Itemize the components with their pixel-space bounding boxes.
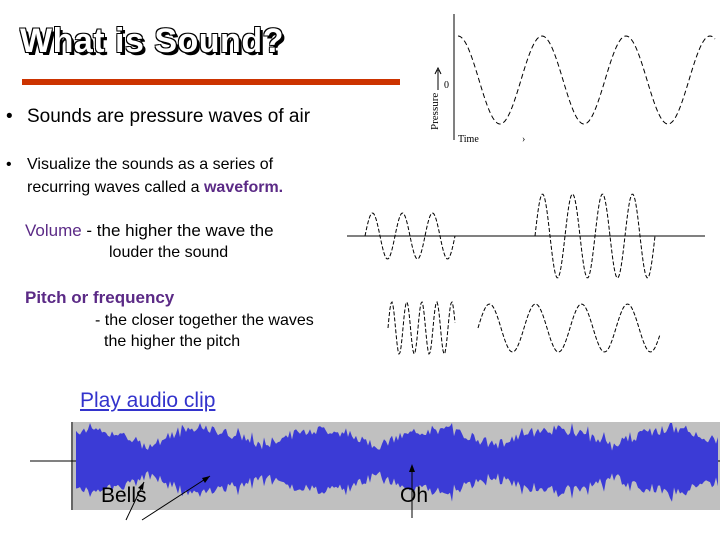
volume-text: - the higher the wave the <box>81 221 274 240</box>
bullet-dot: • <box>6 106 13 127</box>
pitch-heading: Pitch or frequency <box>25 288 175 307</box>
page-title: What is Sound? <box>20 22 284 60</box>
high-pitch-wave <box>387 301 456 355</box>
pitch-waves <box>387 301 661 355</box>
bullet-text: Visualize the sounds as a series of <box>27 156 274 173</box>
oh-label: Oh <box>400 484 429 507</box>
bells-pointer-2-head <box>202 476 210 483</box>
bullet-dot: • <box>6 156 12 173</box>
time-label: Time <box>458 134 479 145</box>
bullet-pressure-waves: • Sounds are pressure waves of air <box>6 106 310 128</box>
volume-text-cont: louder the sound <box>109 244 229 261</box>
bells-label: Bells <box>101 484 147 507</box>
pressure-time-diagram: Pressure 0 Time › <box>429 14 716 145</box>
low-pitch-wave <box>477 303 661 353</box>
volume-line: Volume - the higher the wave the <box>25 221 274 241</box>
pressure-label: Pressure <box>429 93 441 130</box>
audio-waveform <box>76 423 718 502</box>
zero-label: 0 <box>444 80 449 91</box>
pitch-text: - the closer together the waves <box>95 312 314 329</box>
play-audio-link[interactable]: Play audio clip <box>80 389 216 412</box>
bullet-waveform: • Visualize the sounds as a series of rec… <box>6 153 283 199</box>
bullet-text-cont: recurring waves called a <box>27 179 204 196</box>
volume-keyword: Volume <box>25 221 82 240</box>
diagram-arrowhead <box>434 66 442 75</box>
bells-pointer-2 <box>141 475 211 521</box>
title-underline <box>22 79 400 85</box>
waveform-keyword: waveform. <box>203 179 284 196</box>
volume-waves <box>347 193 705 279</box>
pressure-wave <box>457 35 716 125</box>
time-arrow: › <box>522 134 525 145</box>
loud-wave <box>534 193 656 279</box>
quiet-wave <box>364 212 456 260</box>
pitch-text-cont: the higher the pitch <box>104 333 241 350</box>
bullet-text: Sounds are pressure waves of air <box>27 106 311 127</box>
audio-waveform-panel <box>30 422 720 521</box>
bells-pointer-1-head <box>138 482 144 490</box>
oh-pointer-head <box>409 464 415 472</box>
